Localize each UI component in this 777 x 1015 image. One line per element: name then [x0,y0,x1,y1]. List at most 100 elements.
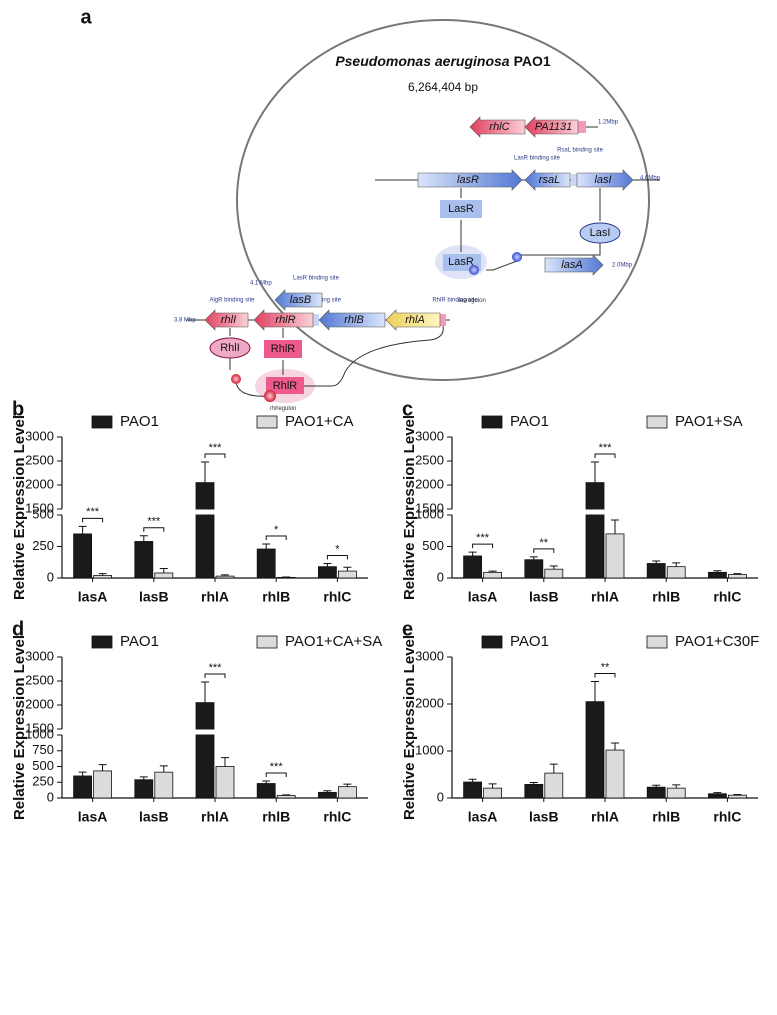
legend-swatch [481,635,503,649]
error-bar [262,780,271,784]
bar [256,783,276,799]
gene-arrow [524,169,571,191]
bar [256,548,276,579]
position: 4.6Mbp [640,176,661,182]
significance-label: *** [86,506,100,518]
regulon-label: rhlregulon [270,406,297,412]
error-bar [652,784,661,788]
error-bar [323,790,332,793]
error-bar [652,560,661,564]
gene-arrow [469,116,526,138]
gene-arrow [204,309,249,331]
regulon-prefix: rhl [270,406,277,412]
arrow-line [229,188,601,375]
error-bar [78,771,87,776]
bar [337,786,357,799]
bar [337,570,357,579]
significance-label: *** [476,532,490,544]
x-tick-label: rhlB [652,589,680,605]
legend-label: PAO1 [120,413,159,430]
position: 3.8 Mbp [174,318,196,324]
gene-label: lasR [457,174,479,186]
x-tick-label: lasA [78,809,108,825]
y-tick-label: 2500 [415,452,444,467]
significance-bracket [265,772,287,777]
y-tick-label: 500 [32,506,54,521]
gene-label: rhlB [344,314,364,326]
y-tick-label: 3000 [25,648,54,663]
x-tick-label: rhlB [262,809,290,825]
y-tick-label: 2500 [25,672,54,687]
error-bar [262,543,271,550]
panel-letter: a [80,6,92,28]
x-tick-label: lasB [139,589,169,605]
gene-arrow [576,169,634,191]
x-tick-label: rhlA [591,589,619,605]
y-tick-label: 2500 [25,452,54,467]
bar [605,749,625,799]
bar [585,482,605,579]
error-bar [323,563,332,567]
position: 1.2Mbp [598,120,619,126]
regulon-word: regulon [276,406,296,412]
bar [317,566,337,579]
bar [154,771,174,799]
bar [73,775,92,799]
gene-label: lasI [594,174,611,186]
diagram: a Pseudomonas aeruginosa PAO1 6,264,404 b… [80,6,660,411]
regulon-prefix: las [458,298,466,304]
bar [708,793,727,799]
x-tick-label: lasB [139,809,169,825]
error-bar [98,573,107,576]
legend-label: PAO1 [510,633,549,650]
error-bar [713,570,722,573]
error-bar [282,794,291,796]
significance-label: *** [599,442,613,454]
bar [73,533,92,579]
error-bar [221,757,229,767]
x-tick-label: rhlC [323,589,351,605]
error-bar [733,573,742,575]
y-axis-label: Relative Expression Level [401,635,418,820]
binding-site: RsaL binding site [557,148,603,154]
bar [605,533,625,579]
bar [276,795,296,799]
bar [646,786,666,799]
protein: RhlI [220,342,240,354]
error-bar [713,792,722,794]
protein-box [266,377,304,394]
bar [483,571,503,579]
binding-box [578,121,586,133]
significance-label: *** [270,761,284,773]
legend-label: PAO1 [120,633,159,650]
error-bar [468,551,477,556]
significance-label: *** [209,662,223,674]
organism-title: Pseudomonas aeruginosa PAO1 [335,53,551,69]
error-bar [549,763,558,774]
protein: RhlR [271,343,296,355]
gene-label: rsaL [539,174,560,186]
error-bar [611,519,619,534]
bar [646,563,666,579]
significance-bracket [594,672,616,678]
error-bar [468,778,477,783]
error-bar [672,784,681,789]
y-tick-label: 500 [32,758,54,773]
y-axis-label: Relative Expression Level [11,635,28,820]
bar [195,702,215,799]
position: 4.1 Mbp [250,281,272,287]
y-tick-label: 1000 [415,742,444,757]
legend-swatch [256,635,278,649]
y-tick-label: 1000 [25,726,54,741]
binding-box [313,314,319,326]
bar [154,572,174,579]
binding-box [571,174,577,186]
bar [666,787,686,799]
protein: RhlR [273,380,298,392]
binding-site: LasR binding site [293,276,340,282]
y-tick-label: 0 [47,569,54,584]
bar [195,482,215,579]
bar [666,566,686,579]
position: 2.0Mbp [612,263,633,269]
